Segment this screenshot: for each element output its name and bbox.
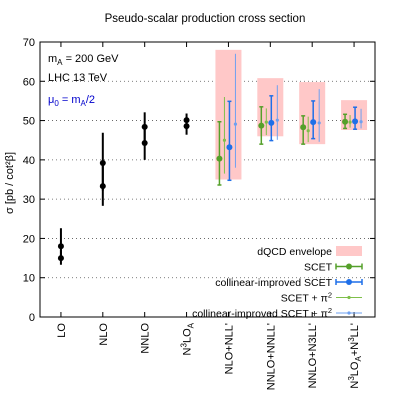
fixed-order-point: [183, 117, 190, 135]
collinear-pi2-point: [275, 85, 279, 140]
collinear-pi2-point-marker: [275, 118, 279, 122]
collinear-pi2-point: [359, 108, 363, 129]
scet-pi2-point: [264, 108, 268, 136]
x-tick-label: NNLO: [140, 323, 152, 354]
annotations: mA = 200 GeV LHC 13 TeV μ0 = mA/2: [48, 53, 119, 108]
collinear-point: [268, 95, 275, 142]
x-tick-label: NNLO+NNLL': [265, 323, 277, 390]
legend-label: dQCD envelope: [257, 246, 332, 258]
scet-pi2-point: [306, 116, 310, 143]
scet-point: [342, 113, 349, 130]
legend-swatch: [336, 246, 362, 256]
y-tick-label: 60: [23, 76, 35, 88]
y-tick-label: 10: [23, 273, 35, 285]
collinear-pi2-point-marker: [233, 122, 238, 126]
y-tick-label: 30: [23, 194, 35, 206]
scet-pi2-point: [348, 115, 352, 128]
legend: dQCD envelope SCET collinear-improved SCET…: [192, 246, 363, 320]
fixed-order-point-marker: [99, 183, 106, 190]
collinear-pi2-point-marker: [359, 120, 363, 124]
scet-point-marker: [300, 124, 307, 131]
x-tick-label: NLO+NLL': [223, 323, 235, 374]
y-axis-label: σ [pb / cot²β]: [4, 152, 16, 214]
collinear-point-marker: [352, 118, 359, 125]
scet-point-marker: [216, 155, 223, 162]
fixed-order-point-marker: [183, 123, 190, 130]
data-series: [57, 53, 363, 265]
axes: 0 10 20 30 40 50 60 70 LO NLO NNLO N3LOA NLO+NLL' NNL…: [23, 37, 375, 390]
x-tick-label: N3LOA+N3LL': [347, 323, 363, 389]
legend-label: SCET + π2: [281, 291, 332, 305]
annotation-text: mA = 200 GeV: [48, 53, 119, 67]
fixed-order-point: [57, 249, 64, 265]
y-tick-label: 70: [23, 37, 35, 49]
scet-pi2-point-marker: [264, 120, 268, 124]
legend-label: collinear-improved SCET + π2: [192, 306, 332, 320]
legend-label: SCET: [304, 262, 333, 274]
scet-point: [216, 121, 223, 186]
annotation-text: LHC 13 TeV: [48, 72, 108, 84]
chart-title: Pseudo-scalar production cross section: [105, 13, 306, 25]
collinear-pi2-point: [233, 53, 238, 168]
scet-pi2-point-marker: [306, 129, 310, 133]
scet-pi2-point-marker: [222, 138, 227, 142]
fixed-order-point-marker: [57, 255, 64, 262]
y-tick-label: 0: [29, 312, 35, 324]
legend-swatch-marker: [346, 263, 352, 270]
x-tick-label: N3LOA: [180, 322, 196, 355]
scet-point-marker: [342, 118, 349, 125]
x-tick-label: NNLO+N3LL': [307, 323, 319, 388]
plot-frame: [39, 41, 376, 318]
x-tick-label: NLO: [98, 323, 110, 346]
collinear-point-marker: [226, 144, 233, 151]
collinear-point: [352, 106, 359, 130]
fixed-order-point: [141, 124, 148, 160]
collinear-pi2-point: [317, 89, 321, 142]
collinear-pi2-point-marker: [317, 121, 321, 125]
scet-point: [258, 106, 265, 145]
scet-pi2-point: [222, 97, 227, 174]
collinear-point: [310, 100, 317, 140]
legend-swatch-marker: [347, 311, 351, 315]
collinear-point-marker: [268, 119, 275, 126]
y-tick-label: 20: [23, 233, 35, 245]
legend-swatch-marker: [347, 295, 351, 300]
scet-pi2-point-marker: [348, 120, 352, 124]
legend-label: collinear-improved SCET: [215, 277, 332, 289]
fixed-order-point-marker: [141, 139, 148, 146]
scet-point-marker: [258, 122, 265, 129]
y-tick-label: 40: [23, 155, 35, 167]
fixed-order-point-marker: [57, 243, 64, 250]
x-tick-label: LO: [56, 323, 68, 338]
annotation-text: μ0 = mA/2: [48, 94, 95, 108]
scet-point: [300, 115, 307, 145]
collinear-point-marker: [310, 119, 317, 126]
legend-swatch-marker: [346, 279, 352, 285]
collinear-point: [226, 100, 233, 182]
fixed-order-point: [99, 161, 106, 206]
y-tick-label: 50: [23, 116, 35, 128]
